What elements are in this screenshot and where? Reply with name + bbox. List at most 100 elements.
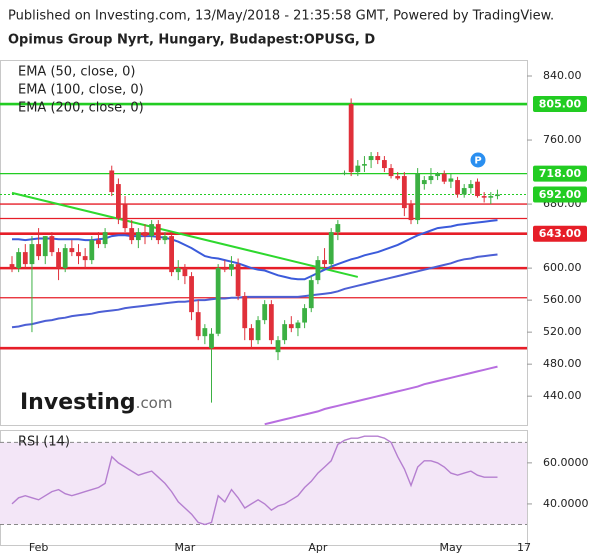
x-tick-label: May (440, 541, 463, 554)
marker-icon[interactable] (470, 152, 486, 168)
axes: 840.00760.00680.00600.00560.00520.00480.… (29, 69, 589, 554)
candle-body (488, 196, 494, 198)
candle-body (302, 308, 307, 323)
candle-body (475, 181, 480, 197)
candle-body (215, 268, 221, 334)
x-tick-label: Mar (175, 541, 196, 554)
candle-body (275, 340, 281, 353)
y-tick-label: 760.00 (543, 133, 582, 146)
candle-body (116, 184, 121, 219)
price-label: 718.00 (539, 167, 582, 180)
legend-entry: EMA (200, close, 0) (18, 101, 144, 116)
candle-body (395, 176, 401, 179)
price-label-box (533, 225, 587, 242)
y-tick-label: 560.00 (543, 293, 582, 306)
candle-body (262, 304, 268, 321)
candle-body (96, 240, 101, 245)
price-plot (0, 98, 527, 425)
candle-body (382, 160, 387, 169)
candle-body (428, 176, 434, 181)
candle-body (495, 194, 500, 197)
candle-body (169, 236, 174, 273)
candle-body (129, 228, 135, 241)
candle-body (69, 248, 75, 253)
candle-body (388, 168, 394, 177)
candle-body (189, 276, 194, 313)
candle-body (89, 240, 95, 261)
candle-body (335, 224, 341, 233)
candle-body (355, 165, 361, 173)
ema-line (264, 365, 498, 425)
candle-body (328, 232, 334, 265)
candle-body (455, 180, 460, 195)
x-tick-label: Feb (29, 541, 48, 554)
candle-body (229, 264, 234, 270)
logo-suffix: .com (136, 394, 173, 412)
y-tick-label: 520.00 (543, 325, 582, 338)
legend-entry: EMA (100, close, 0) (18, 83, 144, 98)
price-label-box (533, 96, 587, 113)
candle-body (195, 312, 201, 337)
candle-body (56, 252, 61, 269)
x-tick-label: Apr (308, 541, 328, 554)
chart-title: Opimus Group Nyrt, Hungary, Budapest:OPU… (8, 33, 375, 48)
candle-body (155, 224, 161, 241)
price-label: 643.00 (539, 227, 582, 240)
candle-body (62, 248, 68, 269)
candle-body (295, 322, 301, 329)
candle-body (122, 204, 128, 229)
candle-body (415, 173, 421, 221)
candle-body (102, 232, 108, 245)
y-tick-label: 440.00 (543, 389, 582, 402)
candle-body (375, 156, 381, 161)
price-label-box (533, 186, 587, 203)
candle-body (82, 256, 88, 261)
logo-brand: Investing (20, 390, 136, 415)
published-note: Published on Investing.com, 13/May/2018 … (8, 9, 554, 24)
legend-entry: EMA (50, close, 0) (18, 65, 135, 80)
price-label: 692.00 (539, 188, 582, 201)
candle-body (209, 333, 214, 349)
candle-body (162, 236, 168, 241)
candle-body (22, 252, 28, 265)
candle-body (109, 170, 115, 193)
candle-body (435, 173, 440, 177)
candle-body (49, 236, 55, 253)
candle-body (322, 260, 327, 265)
price-label-box (533, 165, 587, 182)
candle-body (308, 280, 314, 309)
candle-body (421, 180, 427, 185)
y-tick-label: 600.00 (543, 261, 582, 274)
candle-body (42, 236, 48, 257)
candle-body (182, 268, 188, 277)
candle-body (481, 196, 487, 198)
candle-body (242, 296, 248, 329)
ema-line (11, 253, 498, 329)
candle-body (342, 172, 347, 174)
candle-body (149, 224, 155, 237)
candle-body (468, 184, 474, 189)
candle-body (408, 204, 414, 221)
candle-body (76, 252, 81, 257)
y-tick-label: 480.00 (543, 357, 582, 370)
candle-body (202, 328, 208, 337)
candle-body (368, 156, 374, 161)
candle-body (175, 268, 181, 273)
candle-body (448, 178, 454, 182)
candle-body (29, 244, 35, 265)
marker-label[interactable]: P (474, 156, 481, 167)
y-tick-label: 40.0000 (543, 497, 589, 510)
candle-body (282, 324, 288, 341)
candle-body (36, 244, 41, 257)
price-frame (0, 60, 528, 426)
candle-body (288, 324, 294, 329)
candle-body (401, 176, 407, 209)
y-tick-label: 60.0000 (543, 456, 589, 469)
candle-body (16, 252, 22, 269)
candle-body (9, 264, 15, 269)
trendline (11, 191, 359, 278)
candle-body (315, 260, 321, 281)
candle-body (235, 264, 241, 297)
candle-body (142, 232, 148, 237)
